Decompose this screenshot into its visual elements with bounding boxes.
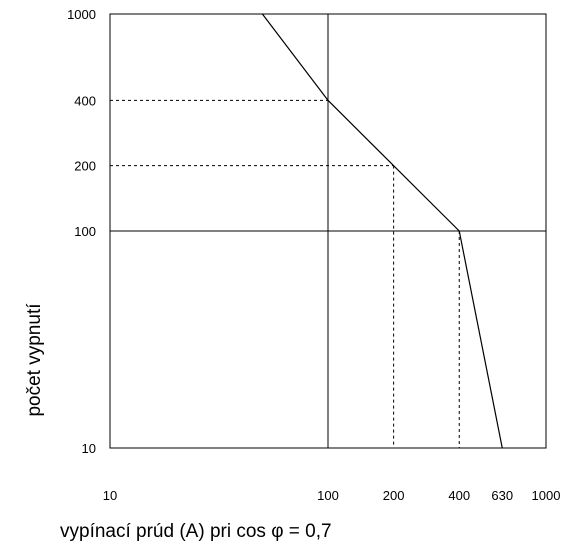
x-tick-label: 400 (448, 488, 470, 503)
series-line-0 (261, 13, 503, 449)
y-tick-labels: 10 100 200 400 1000 (67, 7, 96, 456)
y-tick-label: 10 (82, 441, 96, 456)
y-axis-label: počet vypnutí (24, 303, 45, 417)
plot-frame (109, 13, 547, 449)
x-tick-label: 10 (103, 488, 117, 503)
x-tick-label: 100 (317, 488, 339, 503)
y-tick-label: 100 (74, 224, 96, 239)
reference-lines (110, 99, 460, 448)
x-tick-labels: 10 100 200 400 630 1000 (103, 488, 561, 503)
x-tick-label: 1000 (532, 488, 561, 503)
x-tick-label: 630 (491, 488, 513, 503)
y-tick-label: 1000 (67, 7, 96, 22)
series-layer (261, 13, 503, 449)
y-tick-label: 400 (74, 93, 96, 108)
x-axis-label: vypínací prúd (A) pri cos φ = 0,7 (60, 521, 332, 542)
x-tick-label: 200 (383, 488, 405, 503)
y-tick-label: 200 (74, 159, 96, 174)
